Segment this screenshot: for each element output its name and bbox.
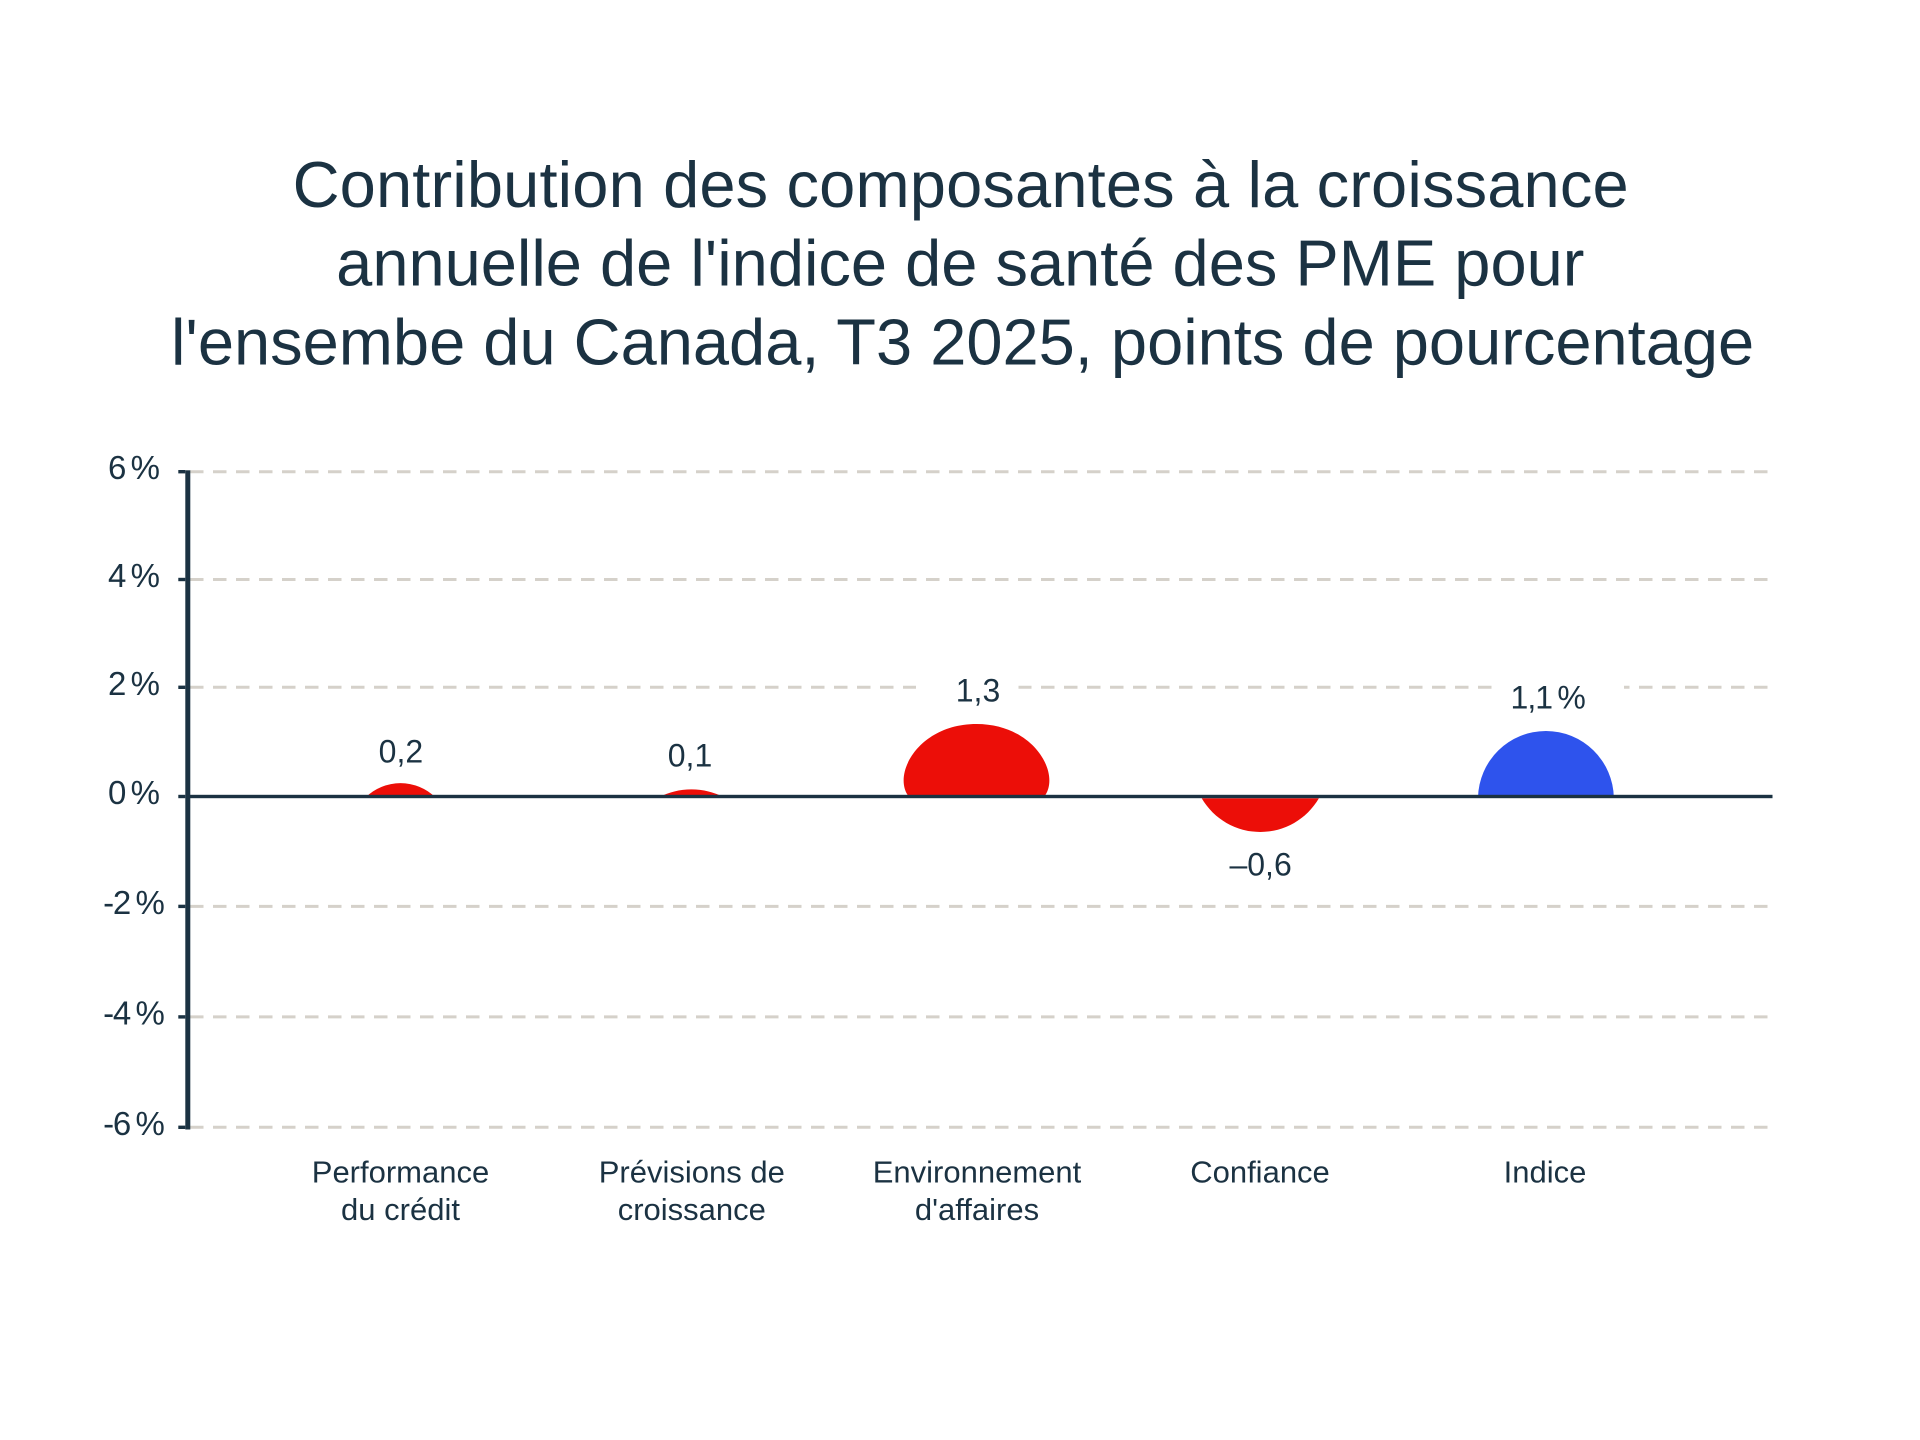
svg-text:0,2: 0,2 xyxy=(379,734,423,770)
svg-text:Environnement: Environnement xyxy=(873,1154,1082,1189)
svg-text:–0,6: –0,6 xyxy=(1229,847,1291,883)
svg-text:2 %: 2 % xyxy=(108,665,160,702)
svg-text:l'ensembe du Canada, T3 2025,: l'ensembe du Canada, T3 2025, points de … xyxy=(171,306,1754,379)
svg-text:-4 %: -4 % xyxy=(103,994,164,1031)
svg-text:Contribution des composantes à: Contribution des composantes à la croiss… xyxy=(293,148,1629,221)
svg-text:1,1 %: 1,1 % xyxy=(1511,680,1586,716)
svg-text:d'affaires: d'affaires xyxy=(915,1192,1039,1227)
svg-text:Indice: Indice xyxy=(1504,1154,1587,1189)
svg-text:annuelle de l'indice de santé: annuelle de l'indice de santé des PME po… xyxy=(336,227,1584,300)
svg-text:Prévisions de: Prévisions de xyxy=(599,1154,785,1189)
svg-text:4 %: 4 % xyxy=(108,557,160,594)
svg-text:Confiance: Confiance xyxy=(1190,1154,1330,1189)
svg-text:6 %: 6 % xyxy=(108,449,160,486)
svg-text:0 %: 0 % xyxy=(108,774,160,811)
svg-text:Performance: Performance xyxy=(312,1154,489,1189)
svg-text:croissance: croissance xyxy=(618,1192,766,1227)
svg-text:0,1: 0,1 xyxy=(668,738,712,774)
svg-text:-6 %: -6 % xyxy=(103,1105,164,1142)
svg-text:du crédit: du crédit xyxy=(341,1192,460,1227)
svg-text:1,3: 1,3 xyxy=(956,673,1000,709)
svg-text:-2 %: -2 % xyxy=(103,884,164,921)
